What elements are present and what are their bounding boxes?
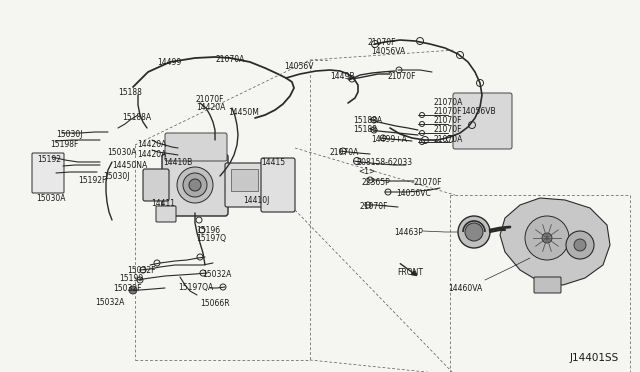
Circle shape (129, 286, 137, 294)
Text: 14056VA: 14056VA (371, 47, 405, 56)
Text: 14499+A: 14499+A (371, 135, 407, 144)
FancyBboxPatch shape (261, 158, 295, 212)
Text: 14410J: 14410J (243, 196, 269, 205)
Text: 14056VB: 14056VB (461, 107, 495, 116)
Bar (231, 169, 258, 191)
Text: 21070F: 21070F (413, 178, 442, 187)
Text: 15197QA: 15197QA (178, 283, 213, 292)
Polygon shape (500, 198, 610, 285)
Text: 15188A: 15188A (353, 116, 382, 125)
FancyBboxPatch shape (453, 93, 512, 149)
Text: 15188A: 15188A (122, 113, 151, 122)
Text: 15192F: 15192F (78, 176, 106, 185)
Circle shape (525, 216, 569, 260)
FancyBboxPatch shape (143, 169, 169, 201)
Text: 21070F: 21070F (360, 202, 388, 211)
FancyBboxPatch shape (225, 163, 264, 207)
Text: 15032A: 15032A (202, 270, 232, 279)
Text: 15196: 15196 (196, 226, 220, 235)
Text: 15199: 15199 (119, 274, 143, 283)
Text: 21070F: 21070F (387, 72, 415, 81)
Text: 15188: 15188 (353, 125, 377, 134)
Circle shape (458, 216, 490, 248)
Text: 14460VA: 14460VA (448, 284, 483, 293)
Text: 14499: 14499 (157, 58, 181, 67)
Text: 15032F: 15032F (127, 266, 156, 275)
Text: 14420A: 14420A (137, 140, 166, 149)
Circle shape (189, 179, 201, 191)
Text: 15198F: 15198F (50, 140, 78, 149)
Text: 15030J: 15030J (103, 172, 129, 181)
Text: 21070A: 21070A (434, 135, 463, 144)
Text: 14450M: 14450M (228, 108, 259, 117)
Text: 14056V: 14056V (284, 62, 314, 71)
FancyBboxPatch shape (162, 154, 228, 216)
Text: B08158-62033: B08158-62033 (356, 158, 412, 167)
FancyBboxPatch shape (165, 133, 227, 161)
FancyBboxPatch shape (534, 277, 561, 293)
Text: 15192: 15192 (37, 155, 61, 164)
Text: 14420A: 14420A (196, 103, 225, 112)
Circle shape (574, 239, 586, 251)
Text: 21070F: 21070F (434, 107, 463, 116)
Text: 21070A: 21070A (434, 98, 463, 107)
Text: FRONT: FRONT (397, 268, 423, 277)
Circle shape (542, 233, 552, 243)
Text: 14415: 14415 (261, 158, 285, 167)
Circle shape (183, 173, 207, 197)
Text: 21070F: 21070F (367, 38, 396, 47)
Text: 14410B: 14410B (163, 158, 192, 167)
Circle shape (566, 231, 594, 259)
Text: 21070F: 21070F (196, 95, 225, 104)
Text: 15030A: 15030A (36, 194, 65, 203)
Text: 14463P: 14463P (394, 228, 423, 237)
FancyBboxPatch shape (32, 153, 64, 193)
Text: 21070A: 21070A (216, 55, 245, 64)
Text: 21070F: 21070F (434, 116, 463, 125)
Text: J14401SS: J14401SS (570, 353, 620, 363)
Text: 14411: 14411 (151, 199, 175, 208)
Text: 15032F: 15032F (113, 284, 141, 293)
Text: 15032A: 15032A (95, 298, 124, 307)
Text: 1449B: 1449B (330, 72, 355, 81)
Text: 21070F: 21070F (434, 125, 463, 134)
Text: 14056VC: 14056VC (396, 189, 431, 198)
Text: 15188: 15188 (118, 88, 142, 97)
Circle shape (465, 223, 483, 241)
Text: <1>: <1> (358, 167, 375, 176)
Text: 14450NA: 14450NA (112, 161, 147, 170)
Text: 14420A: 14420A (137, 150, 166, 159)
Text: 21070A: 21070A (330, 148, 360, 157)
Text: 15197Q: 15197Q (196, 234, 226, 243)
Circle shape (177, 167, 213, 203)
Text: 22365P: 22365P (362, 178, 391, 187)
Text: 15066R: 15066R (200, 299, 230, 308)
Text: 15030A: 15030A (107, 148, 136, 157)
Text: 15030J: 15030J (56, 130, 83, 139)
FancyBboxPatch shape (156, 206, 176, 222)
